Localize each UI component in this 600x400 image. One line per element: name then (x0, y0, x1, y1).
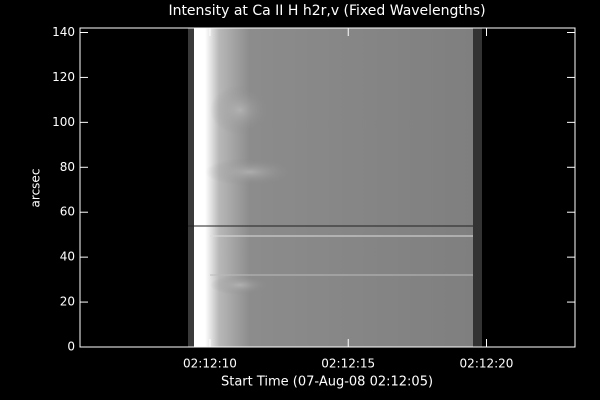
y-tick-label: 40 (60, 250, 75, 264)
plot-frame (79, 27, 576, 348)
x-axis-label: Start Time (07-Aug-08 02:12:05) (221, 375, 433, 390)
y-tick-label: 80 (60, 160, 75, 174)
y-tick-label: 0 (67, 340, 75, 354)
y-tick-label: 100 (52, 115, 75, 129)
y-tick-label: 120 (52, 70, 75, 84)
y-tick-label: 20 (60, 295, 75, 309)
y-tick-label: 60 (60, 205, 75, 219)
intensity-image (188, 28, 482, 347)
x-tick-label: 02:12:15 (321, 357, 375, 371)
y-axis-label: arcsec (29, 169, 43, 208)
x-tick-label: 02:12:20 (460, 357, 514, 371)
chart-title: Intensity at Ca II H h2r,v (Fixed Wavele… (168, 3, 485, 19)
x-tick-label: 02:12:10 (183, 357, 237, 371)
y-tick-label: 140 (52, 25, 75, 39)
